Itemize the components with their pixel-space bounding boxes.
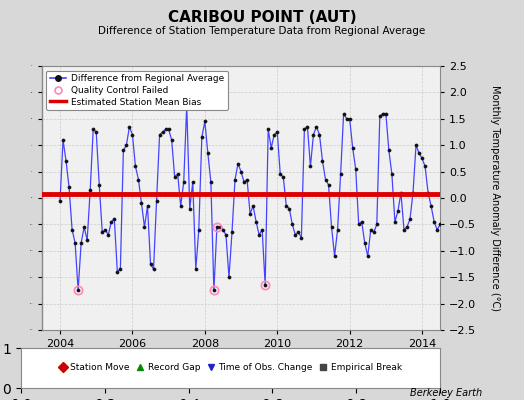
Text: CARIBOU POINT (AUT): CARIBOU POINT (AUT) bbox=[168, 10, 356, 25]
Text: Difference of Station Temperature Data from Regional Average: Difference of Station Temperature Data f… bbox=[99, 26, 425, 36]
Text: Berkeley Earth: Berkeley Earth bbox=[410, 388, 482, 398]
Y-axis label: Monthly Temperature Anomaly Difference (°C): Monthly Temperature Anomaly Difference (… bbox=[490, 85, 500, 311]
Legend: Difference from Regional Average, Quality Control Failed, Estimated Station Mean: Difference from Regional Average, Qualit… bbox=[47, 70, 227, 110]
Legend: Station Move, Record Gap, Time of Obs. Change, Empirical Break: Station Move, Record Gap, Time of Obs. C… bbox=[57, 361, 405, 375]
